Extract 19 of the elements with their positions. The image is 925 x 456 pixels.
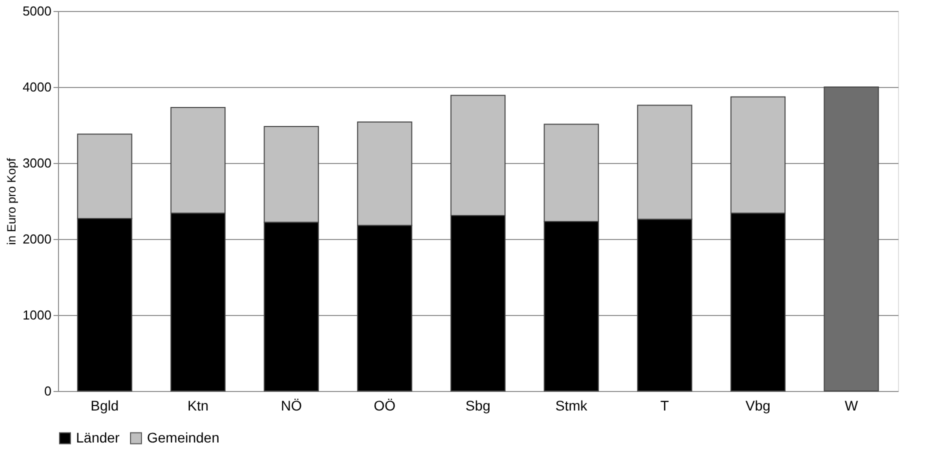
y-tick-label: 2000 <box>22 232 52 246</box>
x-tick-label: Stmk <box>555 398 588 414</box>
y-axis-title: in Euro pro Kopf <box>4 157 19 245</box>
x-tick-label: Ktn <box>187 398 209 414</box>
legend-label: Gemeinden <box>147 429 220 446</box>
y-tick-label: 3000 <box>22 156 52 170</box>
x-tick-label: NÖ <box>280 398 302 414</box>
y-tick-label: 1000 <box>22 308 52 322</box>
x-tick-label: Sbg <box>466 398 490 414</box>
y-tick-label: 5000 <box>22 4 52 18</box>
x-tick-label: W <box>844 398 859 414</box>
x-tick-label: Bgld <box>90 398 119 414</box>
x-tick-label: OÖ <box>374 398 396 414</box>
legend-label: Länder <box>76 429 120 446</box>
y-tick-label: 4000 <box>22 80 52 94</box>
y-tick-label: 0 <box>44 384 52 398</box>
x-tick-label: Vbg <box>746 398 770 414</box>
x-tick-label: T <box>660 398 670 414</box>
bar <box>824 86 879 392</box>
